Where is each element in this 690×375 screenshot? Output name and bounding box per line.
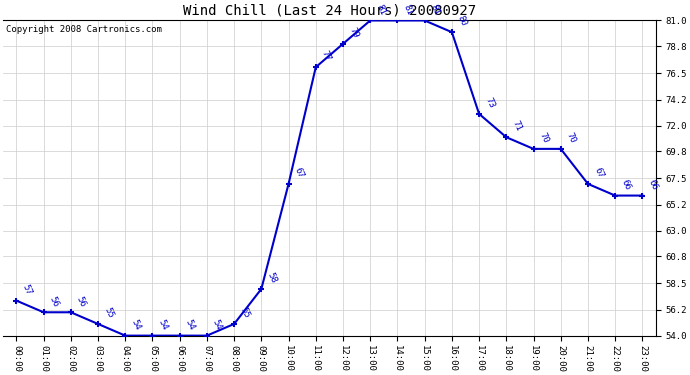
Text: 56: 56	[48, 295, 61, 308]
Text: 81: 81	[375, 3, 387, 16]
Text: 81: 81	[428, 3, 442, 16]
Text: 80: 80	[456, 15, 469, 28]
Text: 81: 81	[402, 3, 414, 16]
Text: 79: 79	[347, 26, 360, 40]
Text: 67: 67	[592, 166, 605, 180]
Text: 56: 56	[75, 295, 88, 308]
Text: 67: 67	[293, 166, 306, 180]
Text: Copyright 2008 Cartronics.com: Copyright 2008 Cartronics.com	[6, 25, 162, 34]
Text: 55: 55	[238, 306, 251, 320]
Text: 54: 54	[211, 318, 224, 332]
Text: 66: 66	[620, 178, 632, 191]
Text: 70: 70	[538, 131, 551, 145]
Title: Wind Chill (Last 24 Hours) 20080927: Wind Chill (Last 24 Hours) 20080927	[183, 4, 476, 18]
Text: 54: 54	[130, 318, 142, 332]
Text: 66: 66	[647, 178, 659, 191]
Text: 58: 58	[266, 271, 278, 285]
Text: 57: 57	[21, 283, 33, 297]
Text: 71: 71	[511, 120, 523, 133]
Text: 54: 54	[184, 318, 197, 332]
Text: 77: 77	[320, 50, 333, 63]
Text: 73: 73	[483, 96, 496, 110]
Text: 70: 70	[565, 131, 578, 145]
Text: 55: 55	[102, 306, 115, 320]
Text: 54: 54	[157, 318, 169, 332]
